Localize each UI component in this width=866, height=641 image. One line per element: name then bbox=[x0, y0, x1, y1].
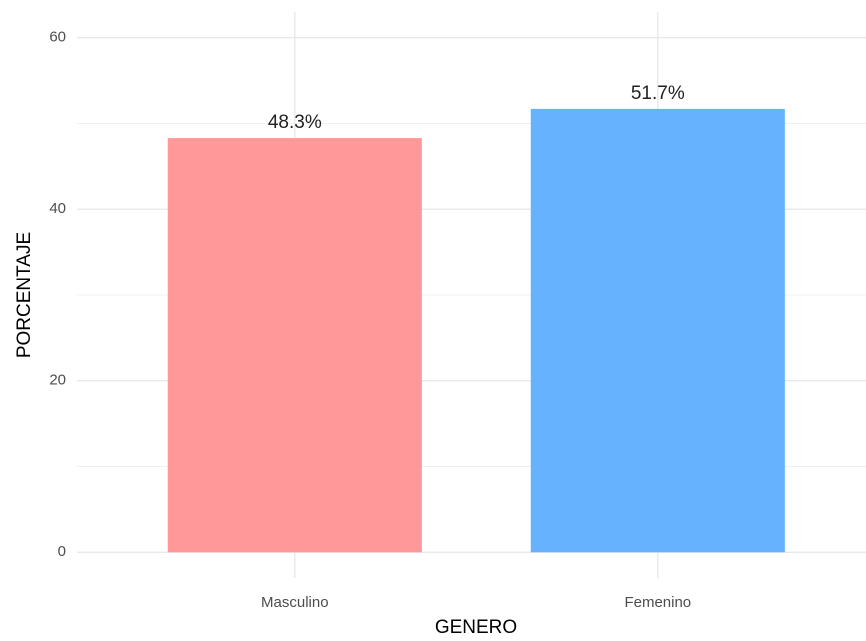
y-tick-label: 0 bbox=[58, 543, 66, 560]
value-label: 51.7% bbox=[631, 83, 685, 104]
bar bbox=[167, 138, 422, 553]
value-label: 48.3% bbox=[268, 112, 322, 133]
y-tick-label: 40 bbox=[49, 200, 66, 217]
bar bbox=[530, 108, 785, 553]
y-tick-label: 60 bbox=[49, 29, 66, 46]
x-axis-title: GENERO bbox=[435, 617, 517, 638]
x-tick-label: Femenino bbox=[624, 594, 691, 611]
x-tick-label: Masculino bbox=[261, 594, 329, 611]
y-tick-label: 20 bbox=[49, 372, 66, 389]
y-axis-title: PORCENTAJE bbox=[14, 232, 35, 358]
